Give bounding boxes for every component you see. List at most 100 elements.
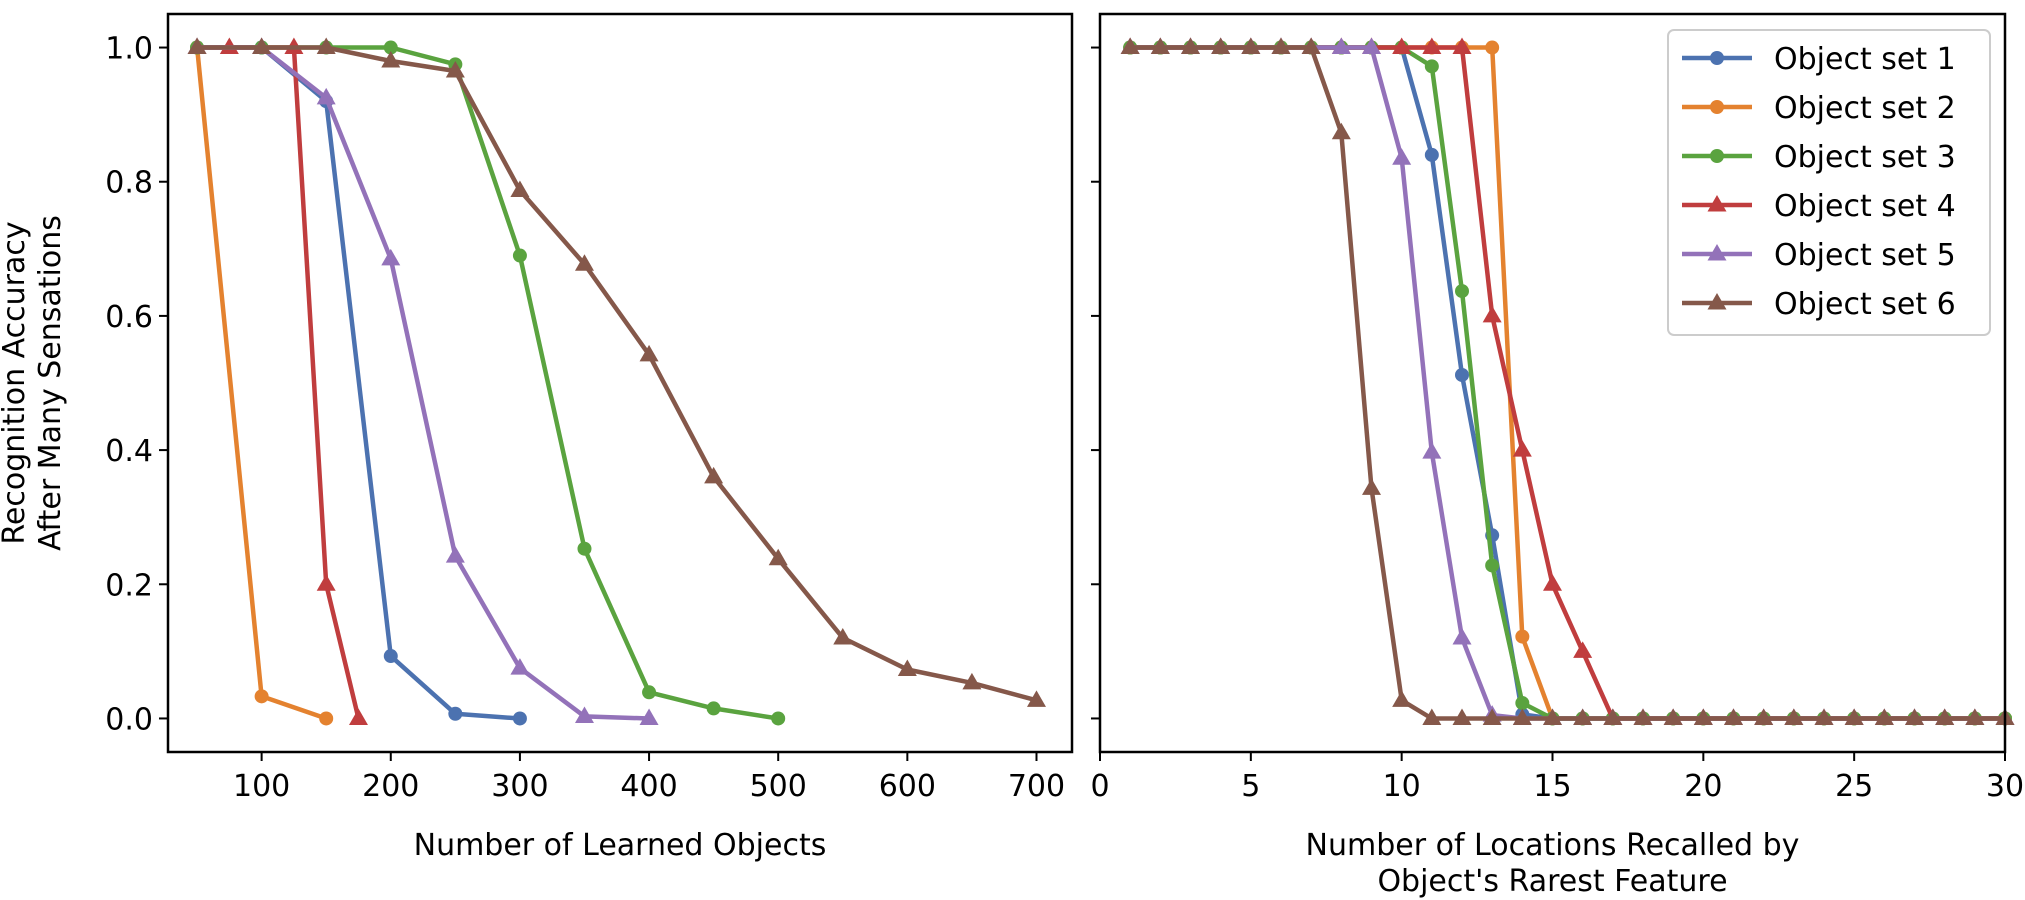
data-point xyxy=(1485,558,1500,573)
data-point xyxy=(1424,59,1439,74)
data-point xyxy=(316,574,336,591)
data-point xyxy=(1573,641,1593,658)
x-tick-label: 10 xyxy=(1383,769,1421,804)
data-point xyxy=(1515,696,1530,711)
legend-label: Object set 2 xyxy=(1774,91,1956,126)
data-point xyxy=(1512,708,1532,725)
data-point xyxy=(1724,708,1743,725)
x-tick-label: 100 xyxy=(233,769,290,804)
data-point xyxy=(1271,37,1291,55)
data-point xyxy=(574,706,594,723)
x-tick-label: 20 xyxy=(1684,769,1722,804)
data-point xyxy=(1392,37,1412,55)
data-point xyxy=(316,37,336,55)
legend-marker xyxy=(1710,100,1724,114)
plot-frame xyxy=(1098,12,2007,754)
y-tick-label: 0.0 xyxy=(105,702,153,737)
legend: Object set 1 Object set 2 Object set 3 Obje… xyxy=(1667,29,1991,336)
data-point xyxy=(1301,37,1321,55)
data-point xyxy=(383,649,398,664)
data-point xyxy=(383,40,398,55)
data-point xyxy=(833,627,853,645)
data-point xyxy=(574,254,594,271)
data-point xyxy=(1211,37,1231,55)
data-point xyxy=(1455,284,1469,299)
data-point xyxy=(1181,37,1200,55)
x-tick-label: 400 xyxy=(620,769,677,804)
series-line xyxy=(194,45,652,721)
legend-label: Object set 6 xyxy=(1774,287,1956,322)
x-tick-label: 200 xyxy=(362,769,419,804)
legend-item: Object set 1 xyxy=(1682,42,1956,77)
data-point xyxy=(348,708,368,725)
right-chart: 0 5 10 15 20 25 30 Number of Locations Recalled… xyxy=(1090,12,2024,899)
y-tick-label: 0.6 xyxy=(105,300,153,335)
x-tick-label: 300 xyxy=(491,769,548,804)
data-point xyxy=(512,711,527,726)
data-point xyxy=(1452,37,1472,55)
y-tick-label: 0.2 xyxy=(105,568,153,603)
data-point xyxy=(445,61,465,78)
x-axis-label: Number of Locations Recalled by xyxy=(1306,828,1800,863)
data-point xyxy=(1515,629,1530,644)
legend-marker xyxy=(1710,149,1724,163)
data-point xyxy=(1874,708,1894,725)
data-point xyxy=(1485,40,1500,55)
data-point xyxy=(1965,708,1985,725)
data-point xyxy=(512,248,527,263)
data-point xyxy=(1392,690,1412,707)
data-point xyxy=(252,37,272,55)
data-point xyxy=(254,689,269,704)
data-point xyxy=(381,248,401,266)
legend-marker xyxy=(1707,244,1727,261)
legend-label: Object set 3 xyxy=(1774,140,1956,175)
data-point xyxy=(1331,37,1351,55)
legend-label: Object set 5 xyxy=(1774,238,1956,273)
data-point xyxy=(448,706,463,721)
data-point xyxy=(1120,37,1140,55)
x-tick-label: 0 xyxy=(1090,769,1109,804)
x-tick-label: 5 xyxy=(1241,769,1260,804)
data-point xyxy=(1905,708,1924,725)
plot-frame xyxy=(166,12,1074,754)
data-point xyxy=(771,711,786,726)
data-point xyxy=(1331,122,1351,140)
legend-item: Object set 2 xyxy=(1682,91,1956,126)
data-point xyxy=(1512,440,1532,457)
legend-marker xyxy=(1707,293,1727,310)
x-tick-label: 700 xyxy=(1008,769,1065,804)
data-point xyxy=(1693,708,1713,725)
y-tick-label: 0.8 xyxy=(105,166,153,201)
x-tick-label: 600 xyxy=(879,769,936,804)
data-point xyxy=(962,672,982,690)
data-point xyxy=(510,658,530,675)
data-point xyxy=(1422,708,1442,725)
data-point xyxy=(1392,148,1412,165)
data-point xyxy=(1754,708,1774,725)
data-point xyxy=(1362,478,1381,495)
data-point xyxy=(1844,708,1864,725)
legend-item: Object set 6 xyxy=(1682,287,1956,322)
legend-item: Object set 3 xyxy=(1682,140,1956,175)
data-point xyxy=(1362,37,1381,55)
data-point xyxy=(768,548,788,566)
data-point xyxy=(445,546,465,563)
data-point xyxy=(1633,708,1653,725)
y-axis-label: Recognition Accuracy xyxy=(0,221,32,544)
x-tick-label: 500 xyxy=(750,769,807,804)
data-point xyxy=(1452,627,1472,645)
data-point xyxy=(1452,708,1472,725)
data-point xyxy=(1543,574,1562,591)
legend-item: Object set 5 xyxy=(1682,238,1956,273)
x-tick-label: 15 xyxy=(1533,769,1571,804)
y-tick-label: 1.0 xyxy=(105,32,153,67)
legend-item: Object set 4 xyxy=(1682,189,1956,224)
left-chart: 100 200 300 400 500 600 700 0.0 0.2 0.4 0.6 0.8 1.0 N… xyxy=(0,12,1074,863)
data-point xyxy=(642,685,657,700)
x-axis-label: Number of Learned Objects xyxy=(414,828,827,863)
data-point xyxy=(1935,708,1955,725)
data-point xyxy=(704,466,724,484)
data-point xyxy=(1422,37,1442,55)
data-point xyxy=(319,711,334,726)
